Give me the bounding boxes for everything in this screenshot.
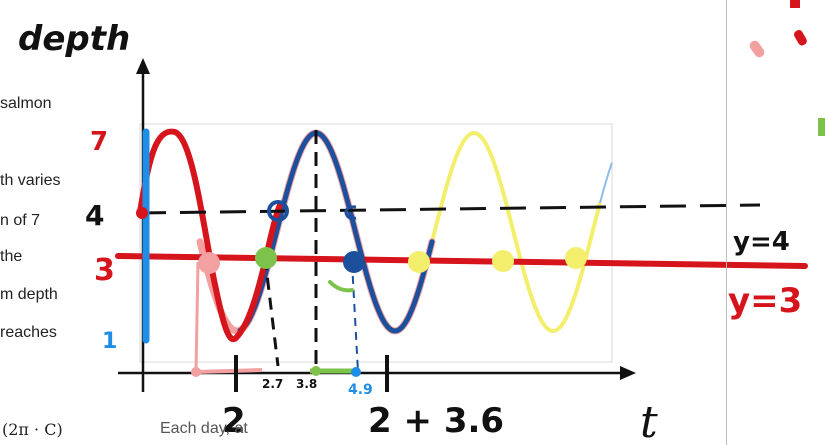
marker-blue-4b — [344, 205, 357, 220]
red-fragment — [793, 30, 807, 46]
marker-blue — [343, 251, 365, 273]
pink-baseline — [195, 368, 263, 374]
marker-blue-4a — [267, 200, 289, 222]
prose-line-4: the — [0, 248, 23, 265]
marker-pink — [198, 252, 220, 274]
pink-dot — [191, 367, 201, 377]
tick-label-1: 1 — [102, 329, 117, 354]
prose-line-3: n of 7 — [0, 212, 41, 229]
yellow-trace — [418, 130, 602, 333]
x-label-2: 2 — [222, 401, 246, 441]
red-trace — [137, 128, 283, 343]
prose-line-6: reaches — [0, 324, 57, 341]
x-axis-arrow-icon — [620, 366, 636, 380]
pink-fragment — [749, 40, 765, 58]
prose-line-1: salmon — [0, 95, 52, 112]
marker-yellow-3 — [565, 247, 587, 269]
formula-fragment: (2π · C) — [2, 420, 63, 439]
eq-y-4: y=4 — [733, 227, 790, 257]
green-dot — [311, 366, 321, 376]
marker-yellow-1 — [408, 251, 430, 273]
dashed-2-7 — [263, 257, 280, 367]
x-label-3-8: 3.8 — [296, 377, 317, 391]
title-depth: depth — [18, 19, 130, 59]
blue-dot — [351, 367, 361, 377]
green-arc — [328, 280, 354, 293]
red-fragment-top — [790, 0, 800, 8]
tick-label-7: 7 — [90, 127, 108, 157]
x-label-2-plus-3-6: 2 + 3.6 — [368, 401, 504, 441]
green-fragment — [818, 118, 825, 136]
page-divider — [726, 0, 727, 445]
marker-red-4 — [136, 207, 148, 219]
tick-label-3: 3 — [94, 253, 115, 288]
plot-frame — [139, 123, 613, 363]
x-label-4-9: 4.9 — [348, 382, 373, 398]
x-label-2-7: 2.7 — [262, 377, 283, 391]
line-y-3 — [115, 253, 808, 269]
axis-label-t: t — [640, 397, 658, 445]
formula-tail: Each day, at — [160, 420, 248, 437]
marker-green — [255, 247, 277, 269]
eq-y-3: y=3 — [728, 281, 802, 321]
pink-drop-line — [194, 261, 200, 373]
marker-yellow-2 — [492, 250, 514, 272]
tick-label-4: 4 — [85, 199, 104, 232]
y-axis-arrow-icon — [136, 58, 150, 74]
dashed-4-9 — [351, 261, 359, 373]
line-y-4 — [139, 203, 761, 215]
prose-line-5: m depth — [0, 286, 58, 303]
prose-line-2: th varies — [0, 172, 61, 189]
